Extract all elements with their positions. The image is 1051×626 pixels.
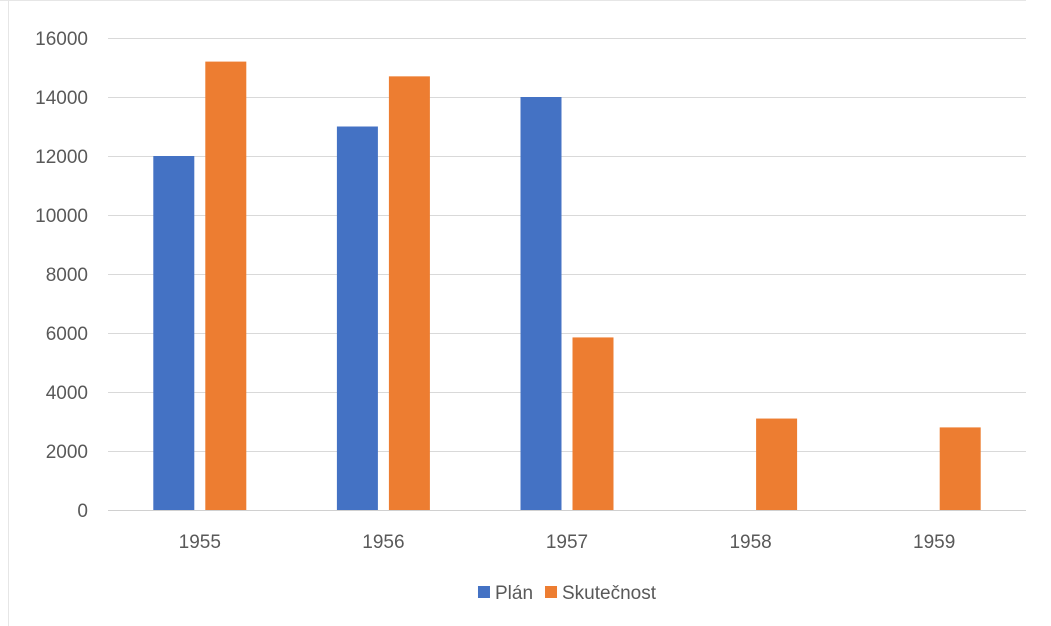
x-tick-label-1956: 1956	[362, 532, 404, 553]
y-tick-label-12000: 12000	[35, 147, 88, 168]
y-tick-label-4000: 4000	[46, 383, 88, 404]
bar-plan-1956	[336, 126, 378, 510]
x-tick-label-1959: 1959	[913, 532, 955, 553]
legend-swatch-plan	[477, 586, 490, 598]
bar-skutecnost-1958	[756, 418, 798, 510]
y-tick-label-16000: 16000	[35, 29, 88, 50]
legend-item-skutecnost: Skutečnost	[545, 583, 657, 604]
x-tick-label-1955: 1955	[179, 532, 221, 553]
bar-plan-1955	[153, 156, 195, 510]
y-tick-label-0: 0	[77, 501, 88, 522]
bar-skutecnost-1956	[388, 76, 430, 510]
y-tick-label-14000: 14000	[35, 88, 88, 109]
bar-skutecnost-1959	[939, 427, 981, 510]
legend: Plán Skutečnost	[477, 583, 657, 604]
legend-label-plan: Plán	[495, 583, 533, 604]
y-tick-label-6000: 6000	[46, 324, 88, 345]
y-axis-tick-labels: 0 2000 4000 6000 8000 10000 12000 14000 16000	[35, 29, 88, 522]
bar-plan-1957	[520, 97, 562, 510]
bars	[153, 61, 981, 510]
x-axis-tick-labels: 1955 1956 1957 1958 1959	[179, 532, 956, 553]
y-tick-label-10000: 10000	[35, 206, 88, 227]
x-tick-label-1958: 1958	[729, 532, 771, 553]
y-tick-label-8000: 8000	[46, 265, 88, 286]
gridlines	[108, 38, 1026, 511]
bar-skutecnost-1957	[572, 337, 614, 510]
x-tick-label-1957: 1957	[546, 532, 588, 553]
bar-skutecnost-1955	[205, 61, 247, 510]
legend-swatch-skutecnost	[545, 586, 558, 598]
y-tick-label-2000: 2000	[46, 442, 88, 463]
legend-item-plan: Plán	[477, 583, 533, 604]
legend-label-skutecnost: Skutečnost	[562, 583, 657, 604]
